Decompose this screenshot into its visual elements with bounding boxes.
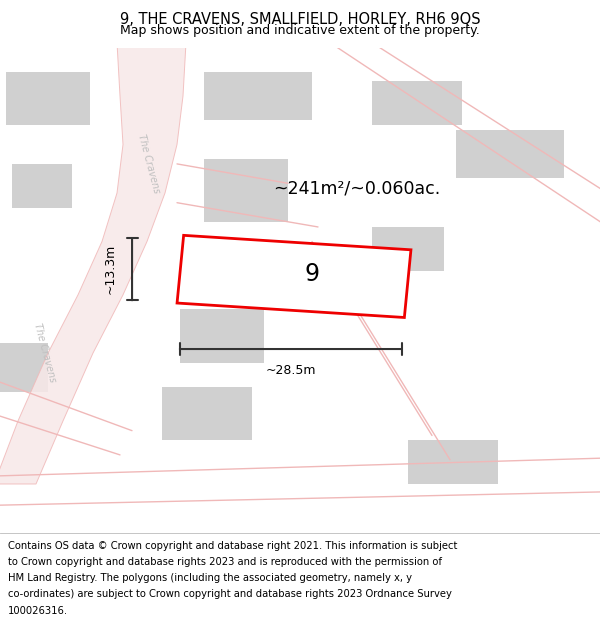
Polygon shape	[0, 42, 186, 484]
Text: The Cravens: The Cravens	[32, 322, 58, 384]
Text: Map shows position and indicative extent of the property.: Map shows position and indicative extent…	[120, 24, 480, 37]
Text: HM Land Registry. The polygons (including the associated geometry, namely x, y: HM Land Registry. The polygons (includin…	[8, 573, 412, 583]
Bar	[204, 72, 312, 120]
Polygon shape	[177, 236, 411, 318]
Bar	[408, 441, 498, 484]
Text: The Cravens: The Cravens	[136, 133, 161, 194]
Bar	[372, 227, 444, 271]
Bar	[6, 72, 90, 125]
Bar	[204, 159, 288, 222]
Bar	[162, 387, 252, 441]
Bar	[180, 309, 264, 362]
Text: ~28.5m: ~28.5m	[265, 364, 316, 377]
Bar	[12, 164, 72, 208]
Text: 100026316.: 100026316.	[8, 606, 68, 616]
Bar	[456, 130, 564, 179]
Text: to Crown copyright and database rights 2023 and is reproduced with the permissio: to Crown copyright and database rights 2…	[8, 557, 442, 567]
Bar	[372, 81, 462, 125]
Text: co-ordinates) are subject to Crown copyright and database rights 2023 Ordnance S: co-ordinates) are subject to Crown copyr…	[8, 589, 452, 599]
Text: ~241m²/~0.060ac.: ~241m²/~0.060ac.	[274, 179, 440, 197]
Text: ~13.3m: ~13.3m	[104, 244, 117, 294]
Text: 9, THE CRAVENS, SMALLFIELD, HORLEY, RH6 9QS: 9, THE CRAVENS, SMALLFIELD, HORLEY, RH6 …	[119, 12, 481, 27]
Text: Contains OS data © Crown copyright and database right 2021. This information is : Contains OS data © Crown copyright and d…	[8, 541, 457, 551]
Text: 9: 9	[305, 262, 320, 286]
Bar	[0, 343, 48, 392]
